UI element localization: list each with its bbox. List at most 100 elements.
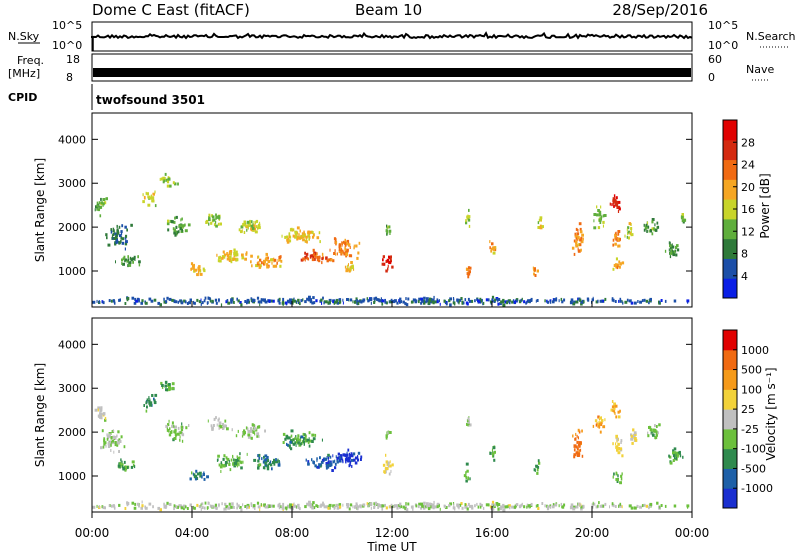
nsearch-label: N.Search xyxy=(746,30,796,43)
power-cell xyxy=(222,250,225,254)
velocity-cell xyxy=(195,469,198,473)
velocity-cell xyxy=(309,439,313,443)
power-cell xyxy=(328,258,331,262)
velocity-cell xyxy=(433,500,435,504)
velocity-cell xyxy=(308,444,311,448)
velocity-cell xyxy=(614,505,617,508)
power-cell xyxy=(350,254,353,258)
power-cell xyxy=(613,194,616,198)
power-cell xyxy=(96,207,98,211)
cpid-value: twofsound 3501 xyxy=(96,93,205,107)
power-cell xyxy=(624,234,626,238)
velocity-cell xyxy=(384,470,386,474)
velocity-cell xyxy=(293,504,296,508)
velocity-cell xyxy=(336,460,339,464)
power-cell xyxy=(600,205,602,209)
velocity-cell xyxy=(458,506,460,510)
velocity-cell xyxy=(211,504,214,508)
velocity-cell xyxy=(342,453,346,457)
velocity-cell xyxy=(649,502,652,506)
power-cell xyxy=(611,203,613,207)
power-cell xyxy=(108,299,110,303)
power-cell xyxy=(212,218,216,222)
power-cell xyxy=(614,200,618,204)
velocity-cell xyxy=(212,424,215,427)
power-cell xyxy=(344,243,347,247)
velocity-cell xyxy=(616,438,619,442)
velocity-cell xyxy=(319,456,321,460)
power-cell xyxy=(648,229,650,233)
velocity-cell xyxy=(399,502,402,506)
velocity-cell xyxy=(427,507,431,511)
velocity-cell xyxy=(225,456,228,460)
velocity-colorbar-frame xyxy=(722,329,738,509)
velocity-cell xyxy=(302,432,305,436)
time-tick-label: 00:00 xyxy=(675,526,710,540)
velocity-cell xyxy=(273,458,275,462)
velocity-cell xyxy=(249,427,252,431)
velocity-cell xyxy=(572,434,574,438)
velocity-heatmap xyxy=(92,380,690,512)
velocity-cell xyxy=(346,505,349,509)
power-cell xyxy=(294,235,297,239)
velocity-cell xyxy=(168,433,172,437)
power-cell xyxy=(253,224,256,228)
velocity-cell xyxy=(504,505,507,509)
velocity-cell xyxy=(354,461,358,465)
power-cell xyxy=(348,263,349,267)
power-cell xyxy=(288,232,290,236)
velocity-cell xyxy=(164,384,167,388)
power-cell xyxy=(347,265,349,269)
velocity-cell xyxy=(370,502,373,506)
power-cell xyxy=(618,232,620,236)
power-cell xyxy=(670,248,673,252)
power-cell xyxy=(274,264,278,268)
velocity-cell xyxy=(619,447,623,451)
power-cell xyxy=(619,299,622,303)
velocity-cell xyxy=(315,504,318,508)
power-cell xyxy=(386,229,389,233)
velocity-cell xyxy=(215,506,218,510)
velocity-cell xyxy=(616,478,619,482)
velocity-cell xyxy=(275,460,279,464)
velocity-cell xyxy=(123,460,126,464)
velocity-cell xyxy=(153,399,156,403)
power-cell xyxy=(400,300,402,304)
power-cell xyxy=(354,300,357,304)
power-cell xyxy=(669,251,673,255)
power-cell xyxy=(654,223,656,227)
velocity-cell xyxy=(116,434,118,438)
velocity-cell xyxy=(577,451,579,455)
power-cell xyxy=(133,301,137,305)
velocity-cell xyxy=(247,430,250,433)
velocity-cell xyxy=(263,455,265,459)
power-cell xyxy=(226,252,228,255)
velocity-cell xyxy=(194,475,197,479)
velocity-cell xyxy=(527,504,531,508)
power-cell xyxy=(573,300,576,304)
velocity-cell xyxy=(144,506,148,510)
power-cell xyxy=(358,241,361,245)
velocity-cell xyxy=(578,453,581,457)
power-cell xyxy=(122,262,125,266)
power-cell xyxy=(577,249,581,253)
power-cell xyxy=(467,297,470,301)
power-colorbar-tick-label: 16 xyxy=(741,203,755,216)
velocity-cell xyxy=(216,423,218,427)
velocity-cell xyxy=(328,503,332,507)
velocity-cell xyxy=(492,507,495,511)
velocity-cell xyxy=(436,505,439,509)
power-cell xyxy=(600,215,603,219)
power-cell xyxy=(681,213,684,216)
velocity-cell xyxy=(464,503,467,507)
velocity-cell xyxy=(123,445,126,449)
velocity-cell xyxy=(648,506,650,510)
power-cell xyxy=(176,231,179,235)
power-cell xyxy=(313,233,315,237)
power-cell xyxy=(233,252,236,256)
velocity-cell xyxy=(297,503,300,507)
velocity-cell xyxy=(272,461,275,464)
velocity-cell xyxy=(415,504,418,508)
velocity-cell xyxy=(654,436,658,440)
power-cell xyxy=(308,235,311,239)
